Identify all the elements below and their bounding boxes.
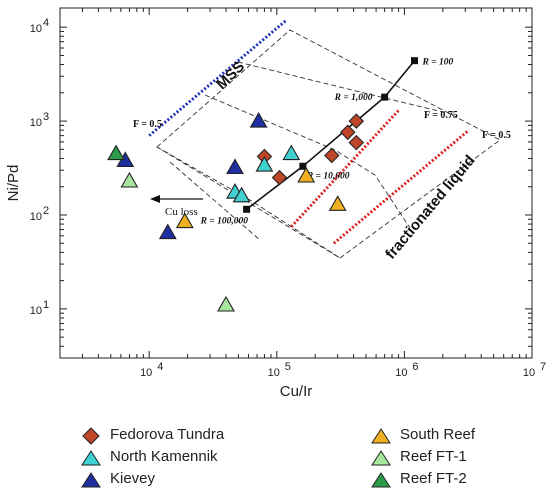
y-tick-label: 10 [30,211,42,223]
y-tick-label: 10 [30,23,42,35]
x-tick-label: 10 [268,367,280,379]
envelope-label-f075: F = 0.75 [424,110,458,121]
envelope-outline [156,29,501,259]
point-kievey [158,223,177,240]
r-factor-marker [381,93,389,101]
envelope-label-f05-right: F = 0.5 [482,130,511,141]
point-reef-ft-1 [217,295,235,312]
y-tick-label: 10 [30,305,42,317]
diamond-marker-icon [82,427,100,445]
mss-line [148,18,288,137]
mss-dotted-line [148,18,288,137]
triangle-marker-icon [371,428,391,444]
y-tick-exponent: 4 [43,17,49,29]
x-tick-label: 10 [395,367,407,379]
x-tick-label: 10 [523,367,535,379]
x-tick-exponent: 7 [540,361,546,373]
point-fedorova-tundra [340,124,356,141]
point-north-kamennik [232,186,251,203]
x-tick-exponent: 4 [157,361,163,373]
x-axis-title: Cu/Ir [280,383,313,400]
point-fedorova-tundra [271,169,288,186]
legend-label: Kievey [110,470,156,487]
triangle-marker-icon [81,472,101,488]
legend-label: North Kamennik [110,448,218,465]
x-axis: 10 4 10 5 10 6 10 7 [59,8,546,379]
y-tick-label: 10 [30,117,42,129]
data-points [107,111,365,312]
point-south-reef [328,195,347,211]
point-south-reef [175,212,194,229]
legend-label: Reef FT-2 [400,470,467,487]
triangle-marker-icon [371,472,391,488]
point-north-kamennik [255,155,274,172]
y-tick-exponent: 1 [43,299,49,311]
point-reef-ft-2 [107,144,126,161]
cu-loss-label: Cu loss [165,206,198,218]
point-north-kamennik [282,144,301,161]
point-fedorova-tundra [348,134,365,151]
fractionated-liquid-lines [290,109,470,245]
r-factor-path [246,60,416,210]
x-tick-label: 10 [140,367,152,379]
cu-loss-arrow: Cu loss [150,195,203,218]
r-factor-label: R = 100 [422,58,454,68]
point-fedorova-tundra [348,113,365,129]
legend-label: South Reef [400,426,476,443]
envelope-label-f05-left: F = 0.5 [133,119,162,130]
mss-label: MSS [213,58,248,93]
y-tick-exponent: 2 [43,205,49,217]
envelope-inner-d [169,161,261,241]
y-axis-title: Ni/Pd [5,165,22,202]
legend-label: Reef FT-1 [400,448,467,465]
melt-envelope [156,29,501,259]
r-factor-marker [411,57,419,65]
r-factor-marker [299,162,307,170]
envelope-inner-a [204,94,411,229]
envelope-inner-c [156,146,341,259]
plot-frame [59,7,533,359]
triangle-marker-icon [371,450,391,466]
r-factor-label: R = 10,000 [306,171,350,181]
x-tick-exponent: 6 [412,361,418,373]
envelope-inner-b [237,61,456,116]
point-south-reef [297,166,316,183]
point-fedorova-tundra [324,147,340,164]
r-factor-marker [243,205,251,213]
cu-loss-arrow-head [150,195,160,203]
point-kievey [249,111,268,128]
point-kievey [226,158,244,175]
triangle-marker-icon [81,450,101,466]
r-factor-label: R = 100,000 [200,216,249,226]
y-tick-exponent: 3 [43,111,49,123]
r-factor-label: R = 1,000 [334,93,373,103]
legend-label: Fedorova Tundra [110,426,225,443]
point-reef-ft-1 [120,171,139,188]
liquid-dotted-line-2 [332,129,470,245]
x-tick-exponent: 5 [285,361,291,373]
